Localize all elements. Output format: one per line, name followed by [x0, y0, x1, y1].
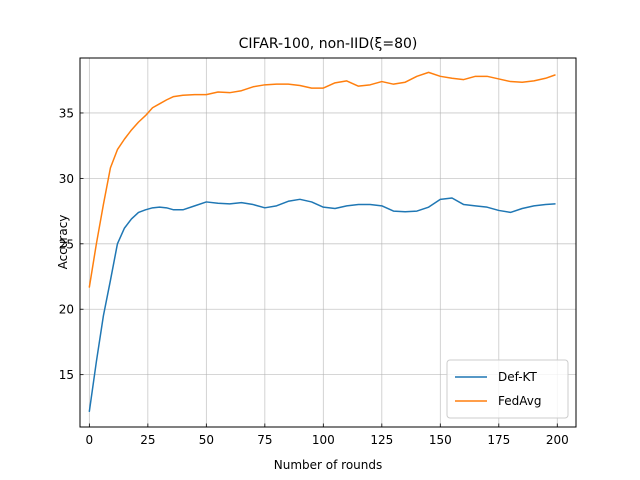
x-tick-label: 150: [429, 433, 452, 447]
y-tick-label: 25: [59, 237, 74, 251]
legend: Def-KT FedAvg: [446, 359, 569, 419]
x-tick-label: 100: [312, 433, 335, 447]
y-tick-label: 35: [59, 106, 74, 120]
x-tick-label: 125: [370, 433, 393, 447]
x-tick-label: 75: [257, 433, 272, 447]
plot-frame: [79, 57, 577, 428]
ticks: 0 25 50 75 100 125 150 175 200 15 20 25 30 35: [59, 106, 569, 447]
x-tick-label: 50: [199, 433, 214, 447]
series-layer: [88, 71, 556, 413]
legend-box: [446, 359, 569, 419]
y-tick-label: 20: [59, 303, 74, 317]
x-axis-label: Number of rounds: [274, 458, 383, 472]
legend-label-fedavg: FedAvg: [498, 394, 541, 408]
legend-label-def-kt: Def-KT: [498, 370, 537, 384]
x-tick-label: 0: [86, 433, 94, 447]
x-tick-label: 25: [140, 433, 155, 447]
chart-title: CIFAR-100, non-IID(ξ=80): [239, 36, 418, 52]
y-axis-label: Accuracy: [56, 215, 70, 270]
series-line-def-kt: [88, 197, 556, 413]
y-tick-label: 15: [59, 368, 74, 382]
x-tick-label: 200: [546, 433, 569, 447]
x-tick-label: 175: [487, 433, 510, 447]
y-tick-label: 30: [59, 172, 74, 186]
series-line-fedavg: [88, 71, 556, 288]
